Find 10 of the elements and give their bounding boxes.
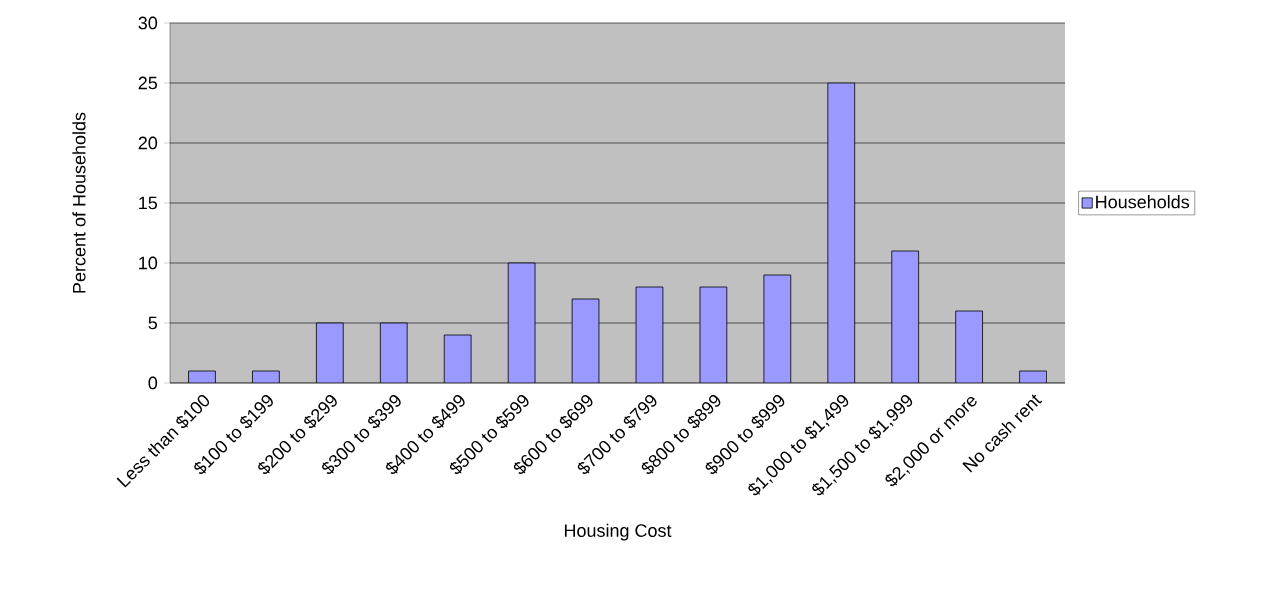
- y-tick-label: 10: [139, 256, 158, 270]
- x-axis-title: Housing Cost: [564, 523, 672, 541]
- y-tick-label: 30: [138, 16, 158, 30]
- y-tick-label: 5: [148, 316, 158, 330]
- y-tick-label: 25: [138, 76, 158, 90]
- y-tick-label: 0: [148, 376, 158, 390]
- y-tick-label: 20: [138, 136, 158, 150]
- y-tick-label: 15: [139, 196, 158, 210]
- legend-label: Households: [1096, 195, 1190, 209]
- y-axis-title: Percent of Households: [72, 112, 86, 293]
